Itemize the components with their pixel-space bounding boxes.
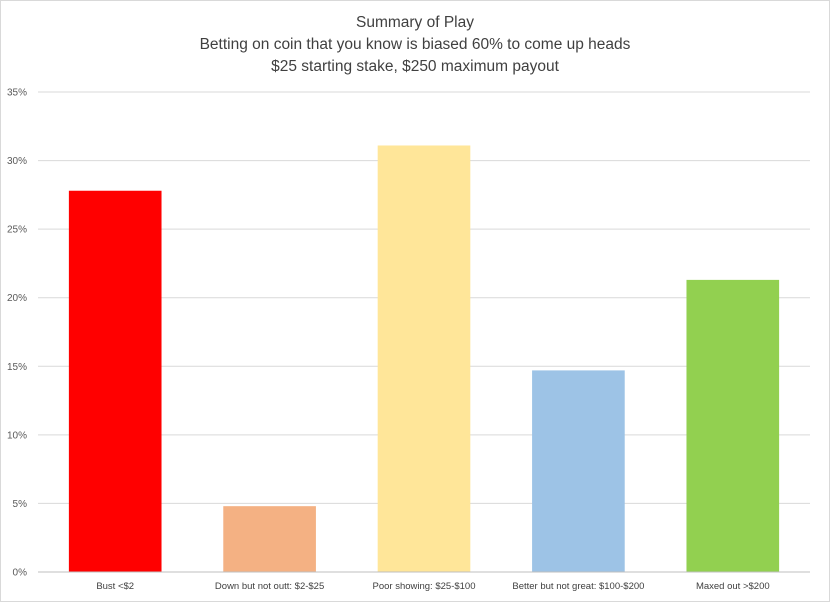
x-axis-category-labels: Bust <$2 Down but not outt: $2-$25 Poor sh… — [96, 581, 769, 592]
x-category-label: Poor showing: $25-$100 — [373, 581, 476, 592]
y-tick-label: 25% — [7, 225, 27, 236]
y-tick-label: 10% — [7, 430, 27, 441]
x-category-label: Maxed out >$200 — [696, 581, 770, 592]
y-tick-label: 35% — [7, 88, 27, 99]
y-axis-tick-labels: 0% 5% 10% 15% 20% 25% 30% 35% — [7, 88, 27, 579]
bar — [377, 145, 471, 572]
y-tick-label: 5% — [13, 499, 28, 510]
bar — [223, 506, 316, 572]
x-category-label: Bust <$2 — [96, 581, 134, 592]
bar — [686, 279, 780, 572]
chart-subtitle-line-2: $25 starting stake, $250 maximum payout — [271, 58, 559, 75]
chart-subtitle-line-1: Betting on coin that you know is biased … — [199, 36, 631, 53]
x-category-label: Down but not outt: $2-$25 — [215, 581, 324, 592]
y-tick-label: 20% — [7, 293, 27, 304]
y-tick-label: 0% — [13, 568, 28, 579]
chart-title: Summary of Play — [355, 14, 474, 31]
bar — [532, 370, 625, 572]
bars — [68, 145, 780, 572]
y-tick-label: 15% — [7, 362, 27, 373]
x-category-label: Better but not great: $100-$200 — [512, 581, 644, 592]
y-tick-label: 30% — [7, 156, 27, 167]
bar — [68, 190, 162, 572]
chart-title-block: Summary of Play Betting on coin that you… — [0, 12, 830, 78]
